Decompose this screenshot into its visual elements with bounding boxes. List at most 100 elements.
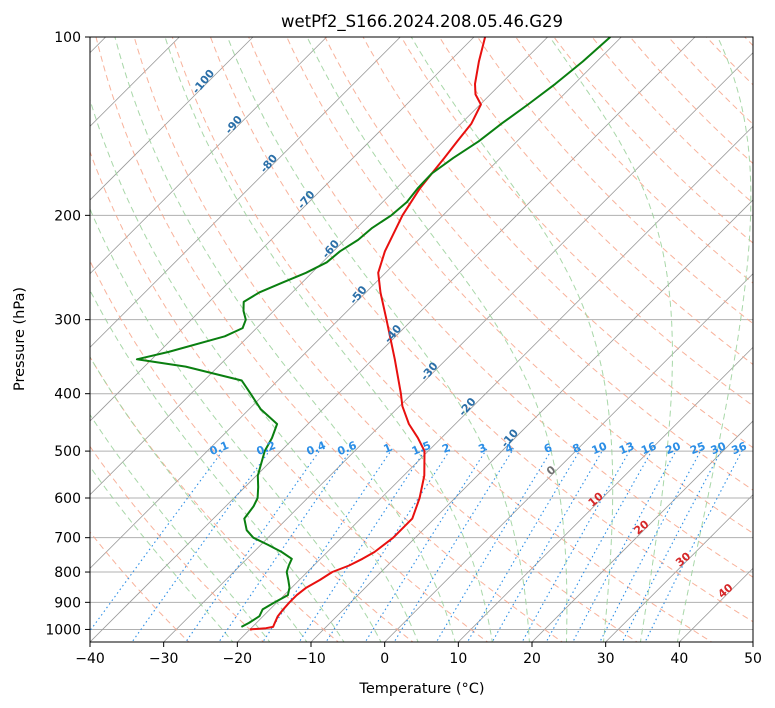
mixing-ratio-label: 10 <box>590 439 609 457</box>
moist-adiabat-line <box>114 37 456 642</box>
mixing-ratio-label: 16 <box>639 439 658 457</box>
mixing-ratio-line <box>521 448 632 642</box>
mixing-ratio-line <box>599 448 703 642</box>
x-tick-label: −10 <box>296 651 326 667</box>
background-lines <box>90 37 753 642</box>
isotherm-line <box>237 125 753 642</box>
moist-adiabat-line <box>227 37 530 642</box>
mixing-ratio-line <box>131 448 272 642</box>
mixing-ratio-label: 20 <box>664 439 683 457</box>
x-tick-label: 0 <box>380 651 389 667</box>
x-axis-title: Temperature (°C) <box>358 681 484 697</box>
y-tick-label: 800 <box>54 565 81 581</box>
mixing-ratio-line <box>545 448 654 642</box>
x-tick-label: −40 <box>75 651 105 667</box>
dry-adiabat-line <box>209 37 753 623</box>
adiabat-label: -30 <box>418 359 441 383</box>
mixing-ratio-line <box>466 448 582 642</box>
dry-adiabat-line <box>629 37 753 165</box>
mixing-ratio-label: 25 <box>688 440 707 458</box>
dry-adiabat-line <box>286 37 753 534</box>
isotherm-line <box>90 37 475 422</box>
isotherm-line <box>752 641 753 642</box>
y-tick-label: 200 <box>54 208 81 224</box>
dry-adiabat-line <box>744 37 753 47</box>
moist-adiabat-line <box>549 37 673 642</box>
data-lines <box>135 37 611 631</box>
isotherm-line <box>605 494 753 642</box>
isotherm-line <box>384 273 753 642</box>
moist-adiabat-line <box>410 37 614 642</box>
mixing-ratio-label: 0.6 <box>336 439 359 458</box>
isotherm-line <box>90 37 327 275</box>
dry-adiabat-line <box>90 445 265 642</box>
mixing-ratio-label: 0.2 <box>255 439 278 458</box>
x-tick-label: 30 <box>597 651 615 667</box>
dry-adiabat-line <box>438 37 753 366</box>
dry-adiabat-line <box>90 259 414 642</box>
moist-adiabat-line <box>90 356 308 642</box>
mixing-ratio-label: 1 <box>382 441 394 456</box>
adiabat-label: -50 <box>347 283 370 307</box>
plot-frame <box>89 36 754 643</box>
mixing-ratio-line <box>491 448 605 642</box>
moist-adiabat-line <box>90 413 271 642</box>
adiabat-label: -10 <box>498 426 521 450</box>
adiabat-label: -90 <box>222 113 245 137</box>
mixing-ratio-label: 30 <box>709 439 728 457</box>
adiabat-label: 20 <box>632 517 652 537</box>
mixing-ratio-label: 36 <box>730 439 749 457</box>
isotherm-line <box>90 37 622 569</box>
dry-adiabat-line <box>705 37 753 86</box>
chart-title: wetPf2_S166.2024.208.05.46.G29 <box>281 12 563 32</box>
y-tick-label: 500 <box>54 444 81 460</box>
mixing-ratio-label: 2 <box>440 441 452 456</box>
mixing-ratio-label: 3 <box>476 441 488 456</box>
y-tick-label: 1000 <box>45 622 81 638</box>
mixing-ratio-label: 0.4 <box>305 439 328 458</box>
y-tick-label: 900 <box>54 595 81 611</box>
mixing-ratio-line <box>644 448 744 642</box>
mixing-ratio-label: 0.1 <box>208 439 231 458</box>
adiabat-label: 40 <box>715 581 735 601</box>
adiabat-label: 30 <box>673 549 693 569</box>
x-tick-label: 40 <box>670 651 688 667</box>
y-tick-label: 100 <box>54 30 81 46</box>
moist-adiabat-line <box>90 207 382 642</box>
dry-adiabat-line <box>515 37 753 284</box>
moist-adiabat-line <box>90 289 345 642</box>
moist-adiabat-line <box>90 98 419 642</box>
y-tick-label: 300 <box>54 313 81 329</box>
dry-adiabat-line <box>477 37 753 325</box>
y-axis-title: Pressure (hPa) <box>12 287 28 391</box>
isotherm-line <box>310 199 753 642</box>
mixing-ratio-line <box>185 448 322 642</box>
x-tick-label: −20 <box>223 651 253 667</box>
dry-adiabat-line <box>90 356 340 642</box>
mixing-ratio-line <box>393 448 515 642</box>
dry-adiabat-line <box>400 37 753 407</box>
moist-adiabat-line <box>164 37 493 642</box>
adiabat-label: -100 <box>190 67 218 97</box>
dry-adiabat-line <box>667 37 753 125</box>
y-tick-label: 700 <box>54 531 81 547</box>
isotherm-line <box>679 567 753 642</box>
isotherm-line <box>90 37 548 496</box>
isotherm-line <box>90 37 254 201</box>
dry-adiabat-line <box>133 37 638 642</box>
y-tick-label: 400 <box>54 387 81 403</box>
isotherm-line <box>163 52 753 642</box>
mixing-ratio-line <box>435 448 553 642</box>
temperature-profile-line <box>249 37 487 631</box>
isotherm-line <box>90 37 401 348</box>
dry-adiabat-line <box>90 150 489 642</box>
y-tick-label: 600 <box>54 491 81 507</box>
dewpoint-profile-line <box>135 37 611 628</box>
isotherm-line <box>90 37 696 642</box>
x-tick-label: 50 <box>744 651 762 667</box>
adiabat-label: -60 <box>319 237 342 261</box>
x-tick-label: 10 <box>449 651 467 667</box>
mixing-ratio-line <box>572 448 678 642</box>
